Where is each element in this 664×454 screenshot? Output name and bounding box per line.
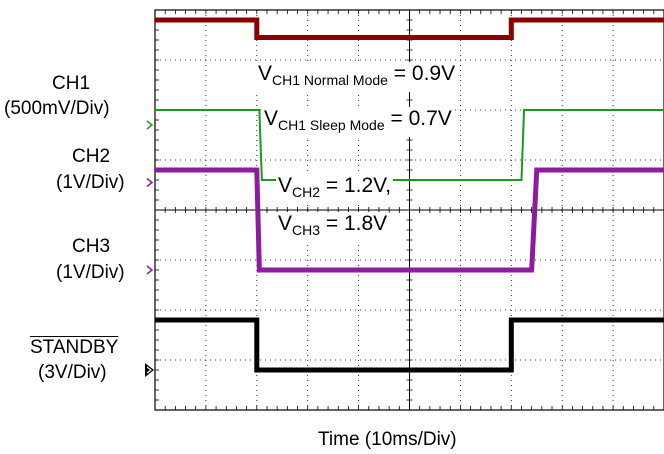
- annotation-ch1-normal: VCH1 Normal Mode = 0.9V: [256, 62, 458, 92]
- ch3-label: CH3: [72, 236, 111, 257]
- annotation-ch2: VCH2 = 1.2V,: [276, 174, 394, 204]
- ch1-scale-label: (500mV/Div): [4, 98, 110, 119]
- marker-ch2: [146, 177, 154, 188]
- channel-markers: [145, 120, 154, 377]
- marker-standby-inner: [146, 366, 152, 374]
- marker-ch1: [146, 120, 154, 130]
- annotation-ch3: VCH3 = 1.8V: [276, 212, 390, 242]
- x-axis-label: Time (10ms/Div): [318, 429, 457, 450]
- ch2-scale-label: (1V/Div): [56, 172, 125, 193]
- marker-standby: [145, 363, 154, 377]
- ch2-label: CH2: [72, 146, 111, 167]
- ch3-scale-label: (1V/Div): [56, 262, 125, 283]
- trace-standby: [155, 317, 664, 373]
- annotation-ch1-sleep: VCH1 Sleep Mode = 0.7V: [262, 107, 454, 137]
- trace-ref: [155, 17, 664, 40]
- marker-ch3: [146, 265, 154, 275]
- standby-label: STANDBY: [30, 337, 119, 358]
- trace-ch2: [155, 167, 664, 273]
- standby-scale-label: (3V/Div): [38, 362, 107, 383]
- ch1-label: CH1: [52, 73, 91, 94]
